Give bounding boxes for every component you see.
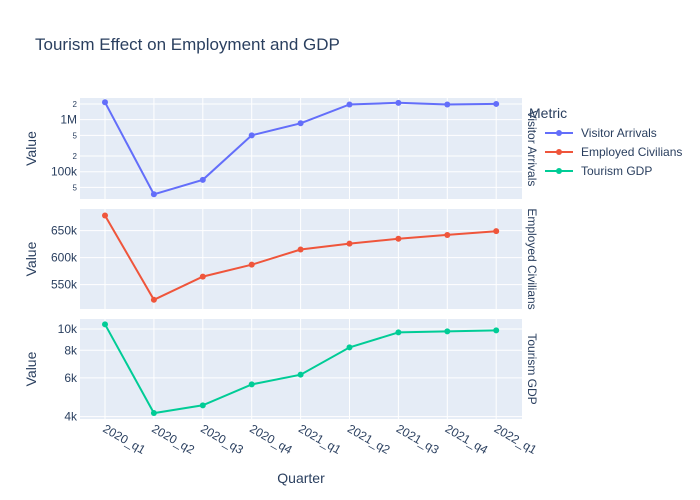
data-point[interactable] [444,231,451,238]
data-point[interactable] [102,99,108,106]
legend-item[interactable]: Tourism GDP [545,164,652,178]
x-tick-label: 2020_q4 [247,421,295,457]
y-tick-label: 1M [60,113,77,127]
x-tick-label: 2021_q3 [394,421,442,457]
data-point[interactable] [199,273,206,280]
data-point[interactable] [493,327,500,334]
data-point[interactable] [150,296,157,303]
y-tick-label: 5 [73,183,78,192]
data-point[interactable] [395,99,402,106]
data-point[interactable] [150,410,157,417]
data-point[interactable] [199,402,206,409]
legend-marker-swatch [556,130,562,136]
facet-label: Visitor Arrivals [525,111,539,187]
x-tick-label: 2020_q2 [149,421,197,457]
x-tick-label: 2022_q1 [492,421,540,457]
data-point[interactable] [150,191,157,198]
x-tick-label: 2020_q1 [101,421,149,457]
y-axis-label: Value [23,241,39,276]
data-point[interactable] [297,246,304,253]
chart-title: Tourism Effect on Employment and GDP [35,35,340,54]
subplot-visitor-arrivals: 5 100k 2 5 1M 2 Value Visitor Arrivals [23,98,539,199]
x-axis-label: Quarter [277,470,325,486]
y-tick-label: 5 [73,131,78,140]
y-tick-label: 6k [64,371,78,385]
data-point[interactable] [346,240,353,247]
y-tick-label: 2 [73,100,78,109]
legend[interactable]: Metric Visitor Arrivals Employed Civilian… [529,105,682,178]
facet-label: Tourism GDP [525,333,539,404]
legend-label: Employed Civilians [581,145,682,159]
legend-item[interactable]: Visitor Arrivals [545,126,657,140]
data-point[interactable] [493,100,500,107]
data-point[interactable] [248,261,255,268]
legend-marker-swatch [556,149,562,155]
data-point[interactable] [444,101,451,108]
subplot-tourism-gdp: 4k 6k 8k 10k Value Tourism GDP [23,319,539,424]
legend-label: Tourism GDP [581,164,652,178]
facet-label: Employed Civilians [525,208,539,309]
legend-label: Visitor Arrivals [581,126,657,140]
x-tick-label: 2021_q2 [345,421,393,457]
data-point[interactable] [297,371,304,378]
data-point[interactable] [248,132,255,139]
data-point[interactable] [346,101,353,108]
y-tick-label: 650k [51,224,78,238]
y-axis-label: Value [23,131,39,166]
data-point[interactable] [395,329,402,336]
y-tick-label: 8k [64,343,78,357]
data-point[interactable] [395,235,402,242]
y-tick-label: 10k [58,322,78,336]
y-tick-label: 100k [51,165,78,179]
data-point[interactable] [248,381,255,388]
data-point[interactable] [102,321,108,328]
data-point[interactable] [493,228,500,235]
data-point[interactable] [444,328,451,335]
y-tick-label: 4k [64,410,78,424]
data-point[interactable] [102,212,108,219]
y-tick-label: 2 [73,152,78,161]
y-tick-label: 550k [51,278,78,292]
data-point[interactable] [346,344,353,351]
legend-item[interactable]: Employed Civilians [545,145,682,159]
data-point[interactable] [297,120,304,127]
y-axis-label: Value [23,351,39,386]
data-point[interactable] [199,176,206,183]
legend-marker-swatch [556,168,562,174]
x-tick-label: 2021_q4 [443,421,491,457]
y-tick-label: 600k [51,251,78,265]
x-axis-ticks: 2020_q1 2020_q2 2020_q3 2020_q4 2021_q1 2021_… [101,421,540,457]
subplot-employed-civilians: 550k 600k 650k Value Employed Civilians [23,208,539,309]
x-tick-label: 2021_q1 [296,421,344,457]
subplot-panels: 5 100k 2 5 1M 2 Value Visitor Arrivals 550k 600k 6… [23,98,539,424]
legend-title: Metric [529,105,567,121]
x-tick-label: 2020_q3 [198,421,246,457]
